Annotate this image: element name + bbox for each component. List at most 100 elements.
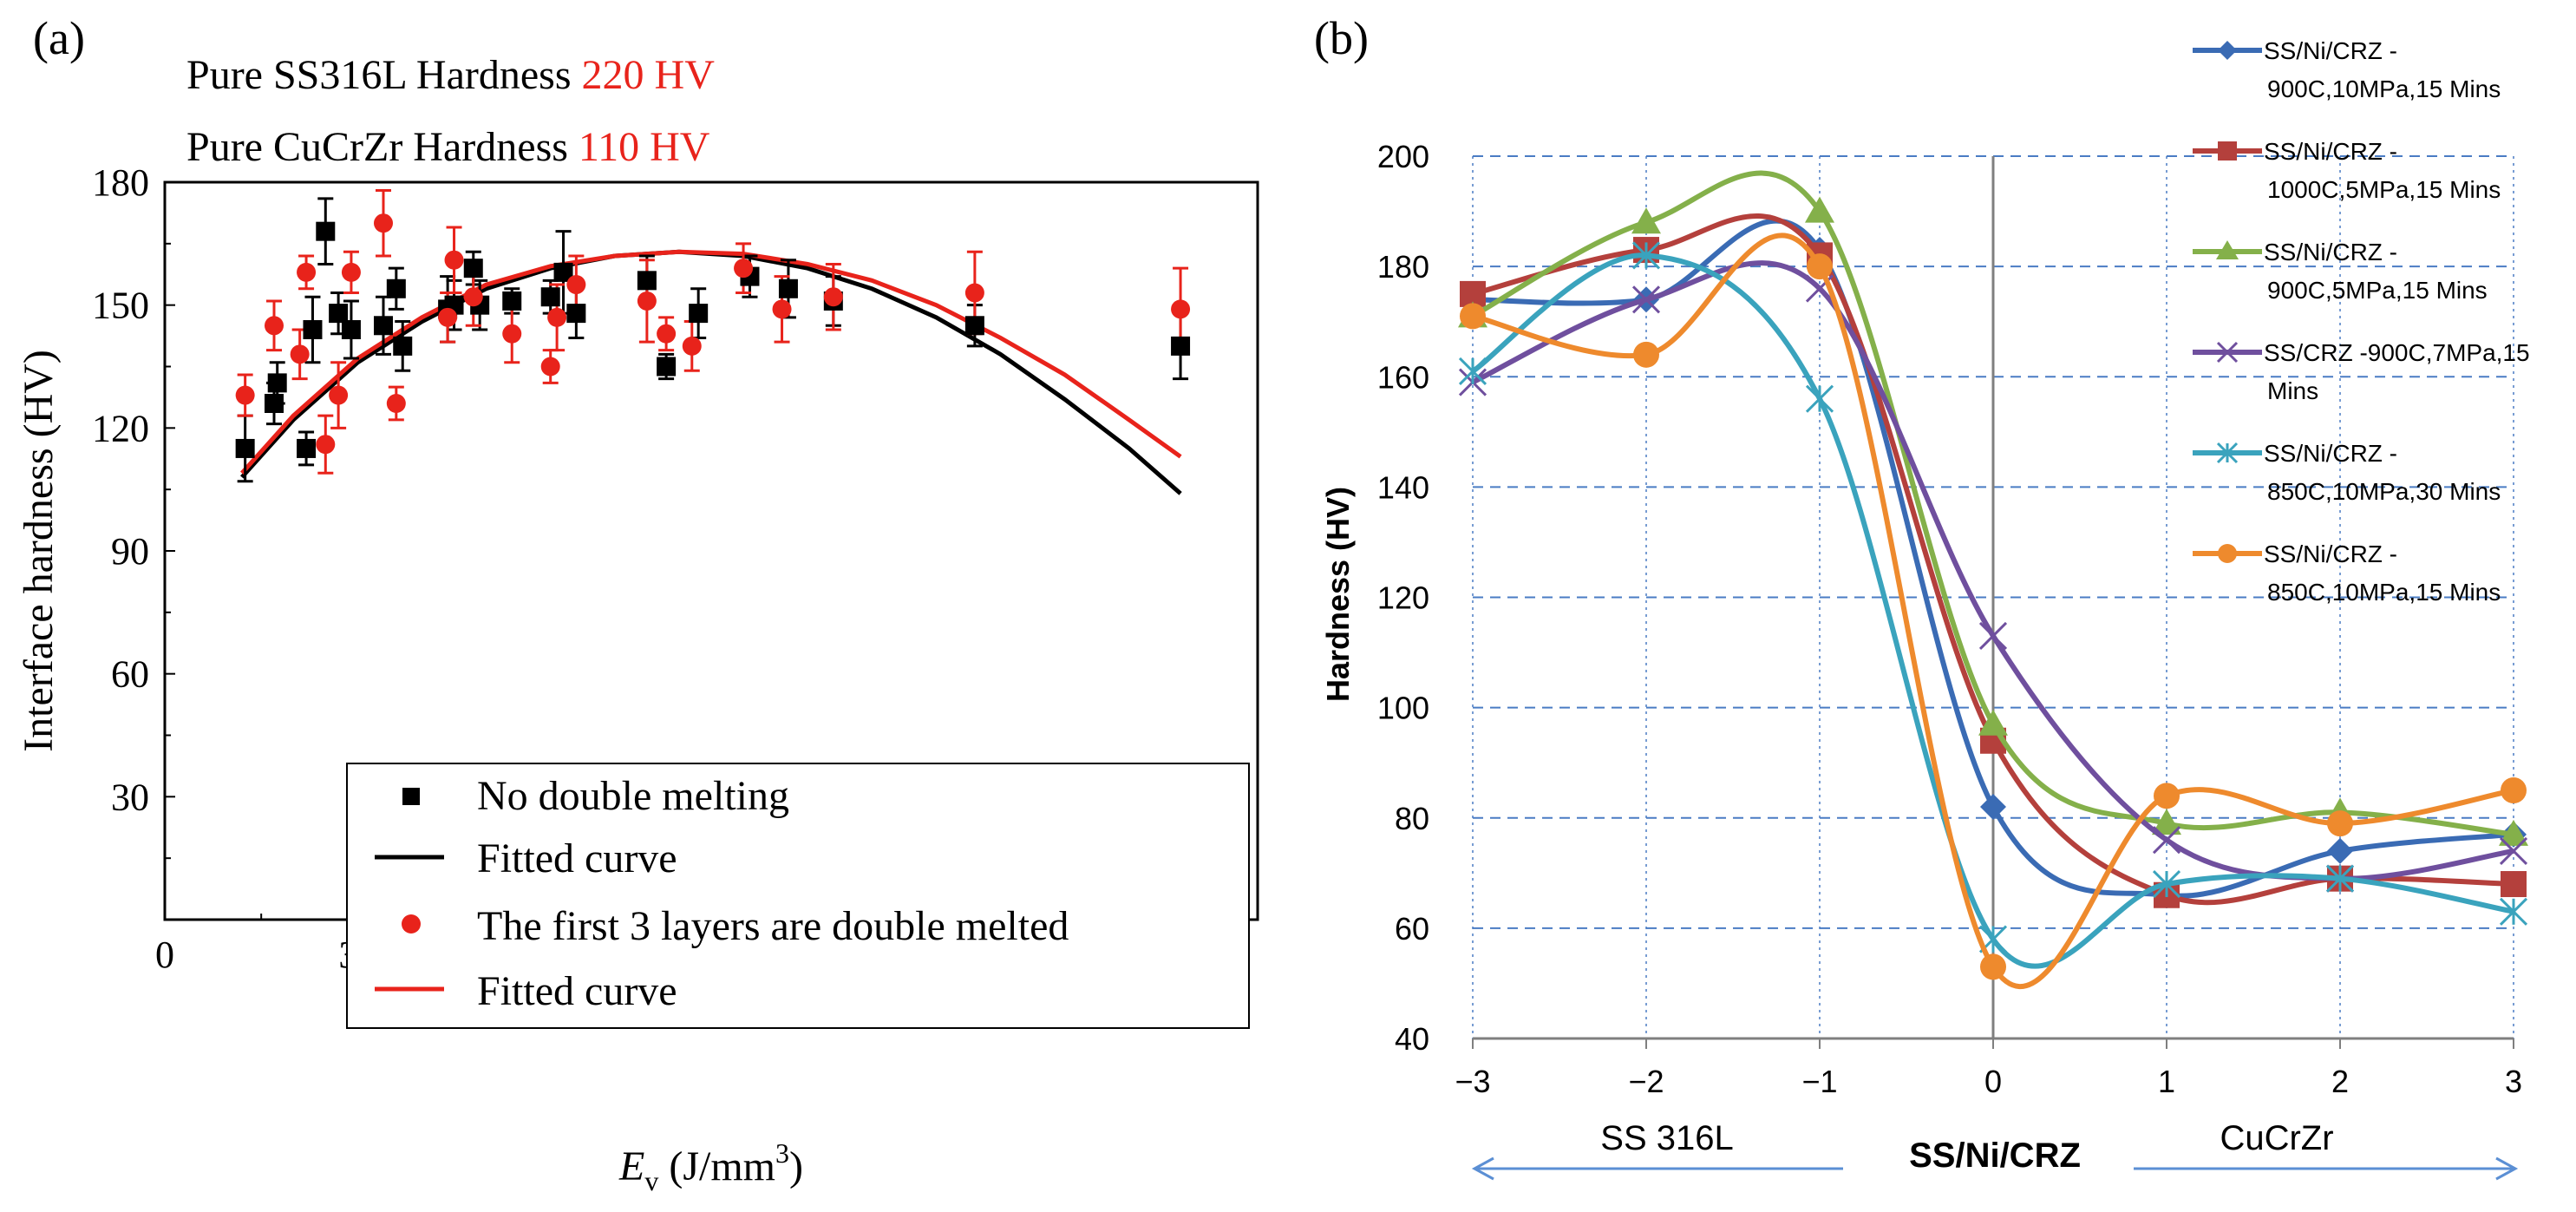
data-point-circle <box>444 250 464 270</box>
region-center-label: SS/Ni/CRZ <box>1909 1137 2081 1175</box>
data-point-circle <box>772 299 792 319</box>
data-point-square <box>316 221 336 241</box>
series-marker-circle <box>1980 953 2006 980</box>
x-tick-label: 1 <box>2158 1064 2175 1099</box>
x-tick-label: −1 <box>1801 1064 1837 1099</box>
legend-item-3: SS/Ni/CRZ - 900C,5MPa,15 Mins <box>2193 239 2488 304</box>
note-ss316l-hardness: Pure SS316L Hardness 220 HV <box>186 52 715 98</box>
data-point-square <box>1171 336 1191 356</box>
data-point-square <box>393 336 413 356</box>
series-marker-x <box>2152 826 2181 855</box>
data-point-circle <box>734 259 754 278</box>
legend-marker-square <box>402 788 420 805</box>
legend-label: SS/Ni/CRZ - <box>2264 440 2397 467</box>
data-point-circle <box>637 291 657 311</box>
data-point-circle <box>329 385 349 405</box>
panel-a-label: (a) <box>33 12 85 64</box>
data-point-circle <box>341 262 361 282</box>
legend-label: 900C,10MPa,15 Mins <box>2267 75 2501 102</box>
y-tick-label: 160 <box>1377 359 1429 395</box>
plot-a-xlabel: Ev (J/mm3) <box>618 1137 803 1196</box>
data-point-square <box>502 291 522 311</box>
marker-stroke <box>1978 621 2008 651</box>
legend-label: 1000C,5MPa,15 Mins <box>2267 176 2501 203</box>
data-point-square <box>374 316 393 336</box>
data-point-square <box>329 304 349 324</box>
data-point-square <box>964 316 984 336</box>
data-point-square <box>297 438 317 458</box>
marker-stroke <box>1631 285 1661 314</box>
legend-item-1: SS/Ni/CRZ - 900C,10MPa,15 Mins <box>2193 37 2501 102</box>
panel-a: (a) Pure SS316L Hardness 220 HV Pure CuC… <box>16 12 1259 1196</box>
series-marker-star <box>1805 384 1834 413</box>
series-marker-circle <box>2327 810 2353 837</box>
series-marker-circle <box>2501 776 2527 803</box>
series-marker-circle <box>1460 303 1486 330</box>
data-point-square <box>689 304 709 324</box>
data-point-circle <box>374 213 393 233</box>
series-marker-circle <box>2154 783 2180 809</box>
data-point-circle <box>438 307 458 327</box>
data-point-circle <box>823 287 843 307</box>
data-point-square <box>778 278 798 298</box>
right-arrow <box>2134 1156 2519 1181</box>
data-point-square <box>265 394 284 413</box>
series-marker-star <box>2216 442 2239 464</box>
data-point-square <box>637 271 657 291</box>
series-marker-square <box>2501 871 2527 898</box>
data-point-square <box>303 320 323 339</box>
series-marker-circle <box>2218 544 2237 563</box>
marker-stroke <box>2499 836 2528 865</box>
legend-label: SS/Ni/CRZ - <box>2264 37 2397 64</box>
series-marker-triangle <box>2152 809 2181 835</box>
x-tick-label: 3 <box>2505 1064 2522 1099</box>
data-point-circle <box>316 435 336 455</box>
series-marker-square <box>2218 141 2237 161</box>
series-marker-triangle <box>1631 207 1661 234</box>
data-point-circle <box>547 307 567 327</box>
legend-item-5: SS/Ni/CRZ - 850C,10MPa,30 Mins <box>2193 440 2501 505</box>
panel-b-label: (b) <box>1314 12 1369 64</box>
legend-label: 900C,5MPa,15 Mins <box>2267 277 2488 304</box>
region-ss316l-label: SS 316L <box>1600 1119 1733 1157</box>
plot-a-fitted-curves <box>240 249 1182 495</box>
data-point-circle <box>265 316 284 336</box>
legend-label: SS/Ni/CRZ - <box>2264 239 2397 265</box>
y-tick-label: 80 <box>1395 801 1429 836</box>
series-marker-circle <box>1633 341 1659 368</box>
series-6 <box>1460 233 2527 989</box>
series-marker-diamond <box>2218 41 2237 60</box>
y-tick-label: 180 <box>92 161 149 204</box>
y-tick-label: 140 <box>1377 469 1429 505</box>
legend-fitted-curve-red: Fitted curve <box>477 968 677 1014</box>
y-tick-label: 60 <box>1395 911 1429 947</box>
note-cucrzr-hardness: Pure CuCrZr Hardness 110 HV <box>186 124 710 170</box>
marker-stroke <box>2216 341 2239 364</box>
y-tick-label: 120 <box>1377 580 1429 616</box>
panel-b: (b) −3 −2 −1 0 1 2 3 40 60 80 100 120 140 160 180 200 S… <box>1314 12 2530 1181</box>
series-line <box>1472 233 2514 989</box>
data-point-circle <box>297 262 317 282</box>
series-line <box>1471 170 2514 837</box>
data-point-circle <box>682 336 702 356</box>
data-point-circle <box>290 344 310 364</box>
plot-b-ylabel: Hardness (HV) <box>1320 487 1356 702</box>
y-tick-label: 100 <box>1377 691 1429 726</box>
data-point-circle <box>1171 299 1191 319</box>
data-point-circle <box>964 283 984 303</box>
series-marker-x <box>1978 621 2008 651</box>
series-marker-star <box>2325 864 2355 893</box>
data-point-circle <box>502 324 522 344</box>
left-arrow <box>1471 1156 1843 1181</box>
plot-b-series <box>1458 170 2528 989</box>
data-point-square <box>235 438 255 458</box>
legend-item-2: SS/Ni/CRZ - 1000C,5MPa,15 Mins <box>2193 138 2501 203</box>
data-point-square <box>267 373 287 393</box>
data-point-circle <box>657 324 677 344</box>
data-point-square <box>341 320 361 339</box>
data-point-circle <box>386 394 406 413</box>
x-tick-label: 0 <box>1984 1064 2002 1099</box>
legend-label: SS/CRZ -900C,7MPa,15 <box>2264 339 2530 366</box>
